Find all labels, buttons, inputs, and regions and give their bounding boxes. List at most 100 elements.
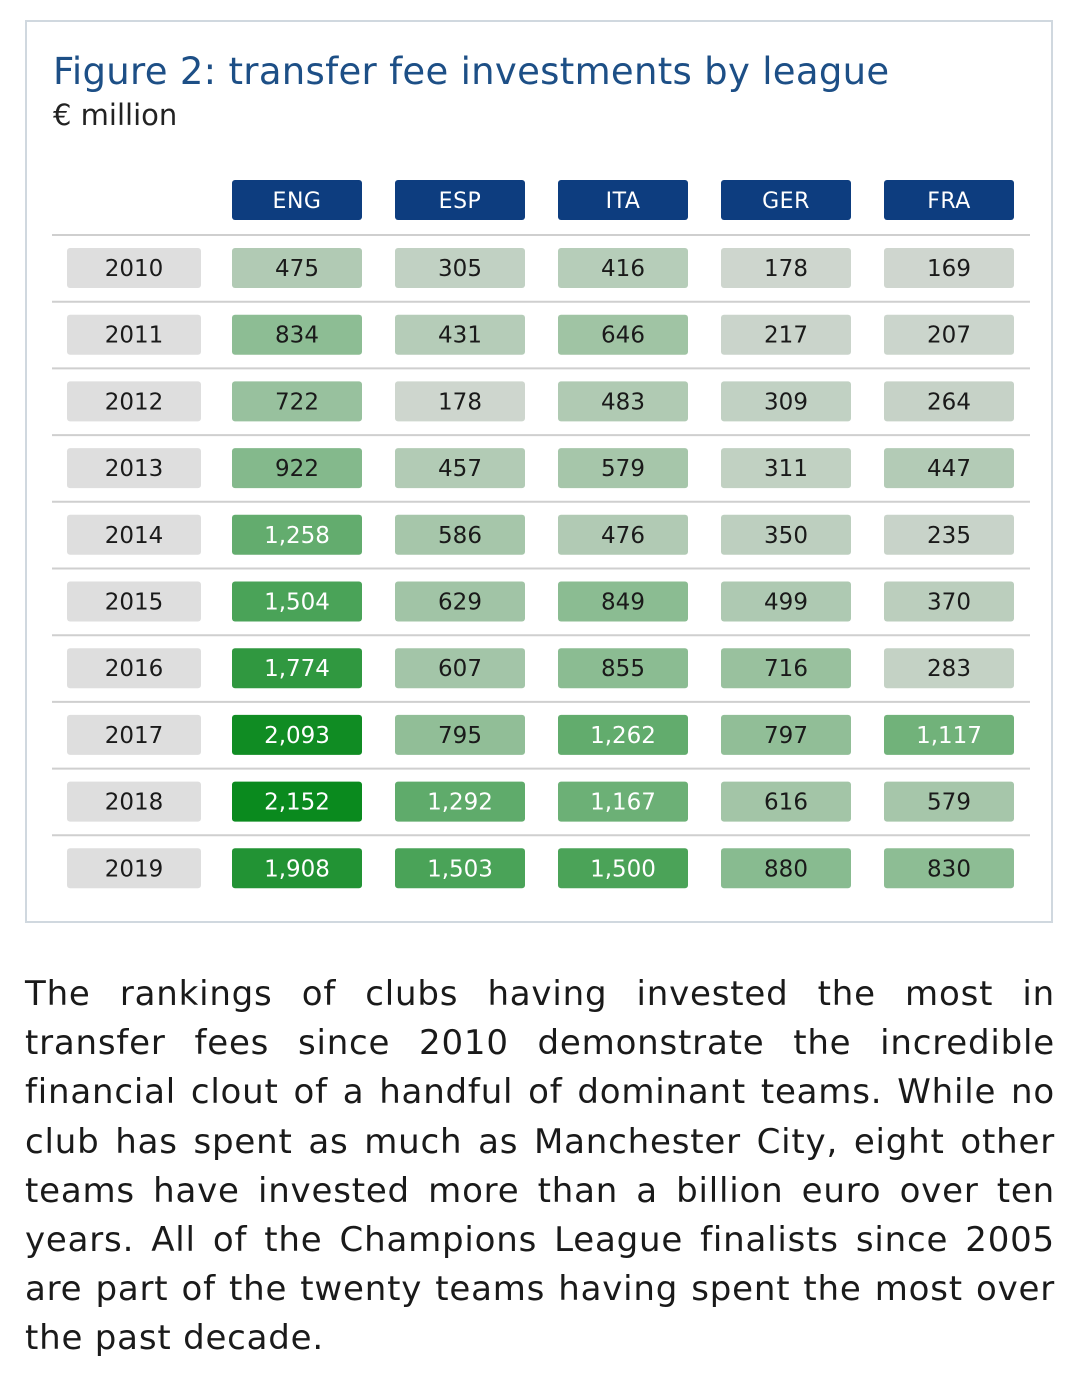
- heatmap-value-label: 217: [764, 323, 808, 349]
- column-header-eng: [232, 180, 362, 220]
- heatmap-cell: [721, 248, 851, 288]
- heatmap-value-label: 1,774: [264, 656, 330, 682]
- heatmap-cell: [721, 314, 851, 355]
- year-cell: [67, 781, 201, 822]
- heatmap-cell: [721, 648, 851, 689]
- heatmap-cell: [232, 314, 362, 355]
- heatmap-value-label: 309: [764, 389, 808, 415]
- heatmap-cell: [232, 514, 362, 555]
- heatmap-cell: [395, 514, 525, 555]
- column-header-label: FRA: [927, 189, 971, 214]
- heatmap-value-label: 499: [764, 590, 808, 616]
- heatmap-cell: [721, 714, 851, 755]
- column-header-esp: [395, 180, 525, 220]
- heatmap-value-label: 311: [764, 456, 808, 482]
- heatmap-value-label: 716: [764, 656, 808, 682]
- year-cell: [67, 514, 201, 555]
- body-paragraph: The rankings of clubs having invested th…: [25, 974, 1055, 1359]
- heatmap-cell: [395, 714, 525, 755]
- year-label: 2013: [105, 456, 164, 482]
- figure-title: Figure 2: transfer fee investments by le…: [53, 50, 890, 93]
- heatmap-value-label: 646: [601, 323, 645, 349]
- heatmap-cell: [395, 248, 525, 288]
- heatmap-cell: [232, 248, 362, 288]
- heatmap-cell: [558, 248, 688, 288]
- heatmap-value-label: 834: [275, 323, 319, 349]
- heatmap-value-label: 1,500: [590, 856, 656, 882]
- heatmap-value-label: 416: [601, 256, 645, 282]
- heatmap-cell: [884, 581, 1014, 622]
- heatmap-cell: [721, 381, 851, 422]
- heatmap-cell: [232, 848, 362, 889]
- heatmap-cell: [395, 781, 525, 822]
- year-label: 2012: [105, 389, 164, 415]
- column-header-ita: [558, 180, 688, 220]
- heatmap-value-label: 447: [927, 456, 971, 482]
- heatmap-value-label: 629: [438, 590, 482, 616]
- heatmap-cell: [232, 581, 362, 622]
- year-cell: [67, 648, 201, 689]
- column-header-fra: [884, 180, 1014, 220]
- column-header-label: ITA: [606, 189, 641, 214]
- heatmap-value-label: 2,093: [264, 723, 330, 749]
- heatmap-value-label: 1,117: [916, 723, 982, 749]
- heatmap-value-label: 849: [601, 590, 645, 616]
- heatmap-value-label: 797: [764, 723, 808, 749]
- heatmap-value-label: 1,167: [590, 790, 656, 816]
- heatmap-value-label: 483: [601, 389, 645, 415]
- heatmap-value-label: 476: [601, 523, 645, 549]
- heatmap-cell: [884, 781, 1014, 822]
- heatmap-cell: [721, 514, 851, 555]
- year-label: 2019: [105, 856, 164, 882]
- heatmap-cell: [884, 314, 1014, 355]
- heatmap-value-label: 350: [764, 523, 808, 549]
- heatmap-value-label: 207: [927, 323, 971, 349]
- heatmap-value-label: 1,504: [264, 590, 330, 616]
- heatmap-cell: [232, 648, 362, 689]
- heatmap-value-label: 264: [927, 389, 971, 415]
- heatmap-value-label: 178: [764, 256, 808, 282]
- figure-panel: Figure 2: transfer fee investments by le…: [25, 20, 1053, 923]
- heatmap-cell: [232, 714, 362, 755]
- heatmap-value-label: 855: [601, 656, 645, 682]
- year-cell: [67, 581, 201, 622]
- heatmap-cell: [884, 714, 1014, 755]
- heatmap-value-label: 1,908: [264, 856, 330, 882]
- heatmap-value-label: 2,152: [264, 790, 330, 816]
- heatmap-cell: [558, 448, 688, 489]
- heatmap-value-label: 235: [927, 523, 971, 549]
- year-cell: [67, 714, 201, 755]
- heatmap-chart: ENG ESP ITA GER FRA 2010 475 305 416 178 169 2011 83…: [52, 180, 1030, 889]
- heatmap-value-label: 880: [764, 856, 808, 882]
- heatmap-value-label: 830: [927, 856, 971, 882]
- heatmap-cell: [395, 448, 525, 489]
- heatmap-value-label: 616: [764, 790, 808, 816]
- heatmap-value-label: 607: [438, 656, 482, 682]
- heatmap-cell: [558, 514, 688, 555]
- heatmap-value-label: 475: [275, 256, 319, 282]
- column-header-label: ENG: [273, 189, 322, 214]
- heatmap-cell: [558, 781, 688, 822]
- year-label: 2018: [105, 790, 164, 816]
- heatmap-cell: [395, 648, 525, 689]
- heatmap-value-label: 579: [601, 456, 645, 482]
- column-header-label: ESP: [439, 189, 482, 214]
- year-label: 2011: [105, 323, 164, 349]
- year-cell: [67, 248, 201, 288]
- heatmap-cell: [884, 248, 1014, 288]
- heatmap-cell: [558, 314, 688, 355]
- heatmap-value-label: 370: [927, 590, 971, 616]
- heatmap-cell: [721, 848, 851, 889]
- year-label: 2017: [105, 723, 164, 749]
- heatmap-value-label: 722: [275, 389, 319, 415]
- year-label: 2016: [105, 656, 164, 682]
- heatmap-cell: [558, 381, 688, 422]
- heatmap-value-label: 1,503: [427, 856, 493, 882]
- heatmap-cell: [558, 581, 688, 622]
- heatmap-cell: [395, 314, 525, 355]
- heatmap-cell: [884, 381, 1014, 422]
- column-header-ger: [721, 180, 851, 220]
- heatmap-cell: [884, 848, 1014, 889]
- year-label: 2015: [105, 590, 164, 616]
- heatmap-value-label: 457: [438, 456, 482, 482]
